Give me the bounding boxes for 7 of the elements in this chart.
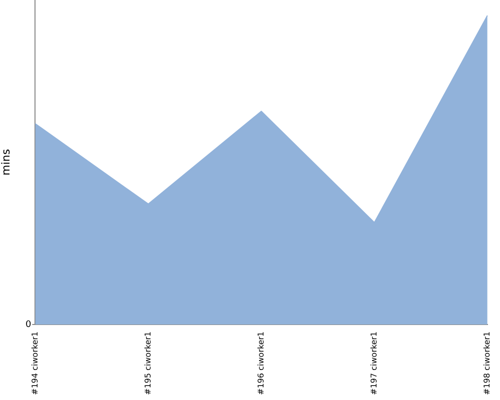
x-tick-label: #194 ciworker1 <box>30 331 40 396</box>
text: 0 <box>25 320 32 330</box>
x-tick-label: #195 ciworker1 <box>143 331 152 396</box>
x-tick-label: #197 ciworker1 <box>369 331 378 396</box>
x-tick-label: #198 ciworker1 <box>482 331 492 396</box>
x-tick-label: #196 ciworker1 <box>256 331 266 396</box>
y-axis-title: mins <box>0 148 12 176</box>
